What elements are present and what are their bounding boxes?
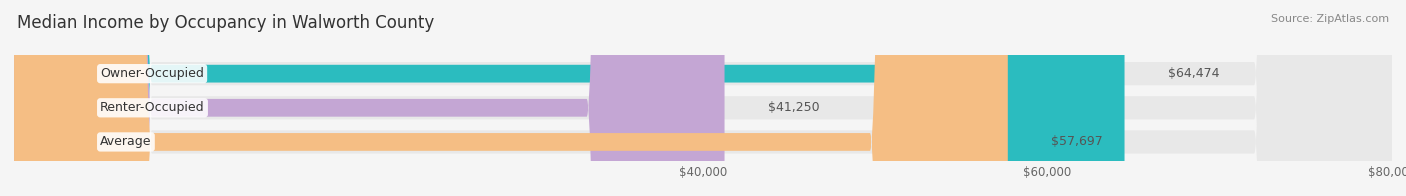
Text: $57,697: $57,697 [1050, 135, 1102, 148]
Text: $64,474: $64,474 [1167, 67, 1219, 80]
FancyBboxPatch shape [14, 0, 1392, 196]
FancyBboxPatch shape [14, 0, 1008, 196]
FancyBboxPatch shape [14, 0, 1392, 196]
Text: Median Income by Occupancy in Walworth County: Median Income by Occupancy in Walworth C… [17, 14, 434, 32]
FancyBboxPatch shape [14, 0, 1125, 196]
Text: Average: Average [100, 135, 152, 148]
Text: $41,250: $41,250 [768, 101, 820, 114]
FancyBboxPatch shape [14, 0, 724, 196]
Text: Owner-Occupied: Owner-Occupied [100, 67, 204, 80]
FancyBboxPatch shape [14, 0, 1392, 196]
Text: Renter-Occupied: Renter-Occupied [100, 101, 205, 114]
Text: Source: ZipAtlas.com: Source: ZipAtlas.com [1271, 14, 1389, 24]
